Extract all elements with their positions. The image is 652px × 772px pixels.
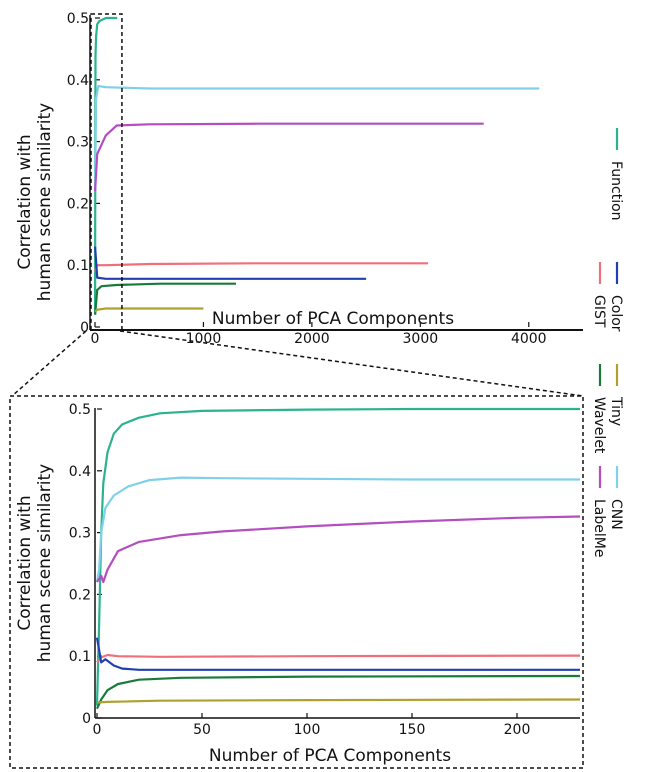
top-y-tick-label: 0.1 <box>67 258 89 274</box>
top-x-tick-label: 0 <box>91 331 100 347</box>
legend-label-function: Function <box>608 161 624 221</box>
bottom-series-wavelet <box>95 674 581 710</box>
bottom-y-tick-label: 0.5 <box>69 402 91 418</box>
legend: Function Color Tiny CNN GIST Wavelet LabelMe <box>591 128 624 557</box>
top-series-function <box>93 16 118 315</box>
full-range-panel: 0 0.1 0.2 0.3 0.4 0.5 0 1000 2000 3000 4000 Numbe… <box>15 11 583 347</box>
legend-label-gist: GIST <box>591 295 607 328</box>
bottom-x-tick-label: 0 <box>93 722 102 738</box>
top-series-gist <box>94 262 429 272</box>
zoom-connector-left <box>11 330 87 397</box>
bottom-x-tick-label: 200 <box>504 722 531 738</box>
bottom-series-cnn <box>95 476 580 583</box>
top-series-color <box>94 246 367 280</box>
top-y-tick-label: 0.2 <box>67 196 89 212</box>
legend-label-color: Color <box>608 295 624 332</box>
bottom-series-function <box>95 407 580 706</box>
top-x-axis-title: Number of PCA Components <box>212 309 454 329</box>
top-x-tick-label: 2000 <box>294 331 330 347</box>
top-y-tick-label: 0.3 <box>67 135 89 151</box>
legend-label-tiny: Tiny <box>608 396 624 426</box>
legend-label-wavelet: Wavelet <box>591 397 607 454</box>
legend-label-labelme: LabelMe <box>591 499 607 557</box>
top-x-tick-label: 1000 <box>186 331 222 347</box>
bottom-x-tick-label: 100 <box>294 722 321 738</box>
top-series-cnn <box>94 84 540 192</box>
zoom-region-box <box>90 13 123 331</box>
top-y-axis-title-line2: human scene similarity <box>35 103 55 301</box>
zoom-connector-right <box>119 330 584 397</box>
bottom-y-tick-label: 0.3 <box>69 526 91 542</box>
zoom-panel-frame <box>9 395 584 769</box>
bottom-y-axis-title-line1: Correlation with <box>15 495 35 630</box>
bottom-series-tiny <box>96 698 581 704</box>
bottom-y-tick-label: 0.1 <box>69 649 91 665</box>
bottom-series-color <box>95 637 580 671</box>
bottom-series-gist <box>96 653 581 664</box>
bottom-series-labelme <box>96 515 581 584</box>
top-y-tick-label: 0.4 <box>67 73 89 89</box>
legend-label-cnn: CNN <box>608 499 624 530</box>
bottom-y-tick-label: 0.4 <box>69 464 91 480</box>
top-series-labelme <box>94 122 484 192</box>
top-y-tick-label: 0 <box>80 320 89 336</box>
bottom-x-tick-label: 50 <box>193 722 211 738</box>
bottom-x-axis-title: Number of PCA Components <box>209 746 451 766</box>
top-y-tick-label: 0.5 <box>67 11 89 27</box>
top-x-tick-label: 3000 <box>403 331 439 347</box>
zoomed-panel: 0 0.1 0.2 0.3 0.4 0.5 0 50 100 150 200 Number of … <box>9 395 584 769</box>
bottom-x-tick-label: 150 <box>399 722 426 738</box>
bottom-y-axis-title-line2: human scene similarity <box>35 464 55 662</box>
top-y-axis-title-line1: Correlation with <box>15 134 35 269</box>
bottom-y-tick-label: 0.2 <box>69 587 91 603</box>
bottom-y-tick-label: 0 <box>82 711 91 727</box>
top-series-tiny <box>94 307 204 313</box>
top-x-tick-label: 4000 <box>511 331 547 347</box>
top-series-wavelet <box>94 282 236 315</box>
